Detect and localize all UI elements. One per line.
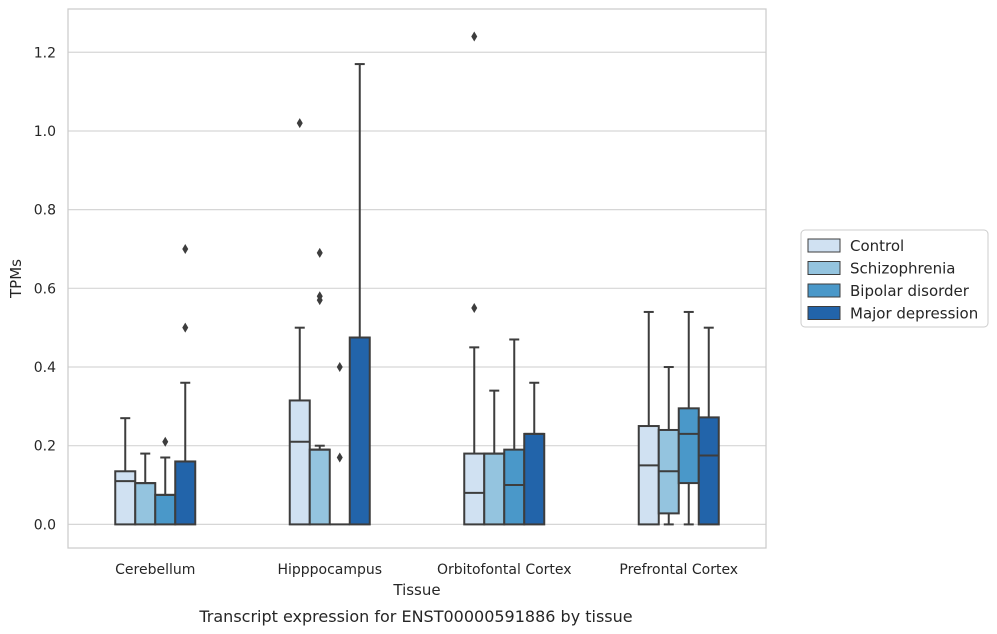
outlier-point [296,118,303,129]
y-tick-label: 0.2 [34,439,56,455]
legend-item: Control [807,237,904,255]
box-body [348,336,371,526]
y-tick-label: 0.6 [34,281,56,297]
legend-label: Schizophrenia [850,260,955,278]
x-axis-label: Tissue [392,581,440,599]
category-group [463,31,546,526]
box [288,118,311,526]
box-body [114,470,137,526]
outlier-point [336,452,343,463]
outlier-point [182,322,189,333]
box-body [697,416,720,526]
box [154,436,177,526]
y-axis-ticks: 0.0 0.2 0.4 0.6 0.8 1.0 1.2 [34,45,56,533]
box-body [503,448,526,526]
legend-swatch [807,261,841,275]
x-axis-ticks: Cerebellum Hipppocampus Orbitofontal Corte… [115,562,738,578]
y-tick-label: 1.0 [34,124,56,140]
outlier-point [162,436,169,447]
x-tick-label: Orbitofontal Cortex [437,562,572,578]
outlier-point [316,247,323,258]
x-tick-label: Prefrontal Cortex [619,562,738,578]
outlier-point [336,362,343,373]
x-tick-label: Cerebellum [115,562,195,578]
legend-item: Bipolar disorder [807,282,970,300]
box-body [308,448,331,526]
box [114,417,137,526]
box-body [523,432,546,526]
legend-swatch [807,238,841,253]
chart-caption: Transcript expression for ENST0000059188… [198,607,632,626]
outlier-point [316,291,323,302]
legend-label: Control [850,237,904,255]
box [308,247,331,526]
box [697,326,720,526]
plot-area [67,8,767,549]
box-body [154,493,177,526]
y-tick-label: 0.0 [34,517,56,533]
y-tick-label: 0.8 [34,203,56,219]
legend-swatch [807,306,841,320]
box [329,362,350,526]
box-groups [114,31,720,526]
legend: Control Schizophrenia Bipolar disorder Majo… [800,229,989,328]
box-body [134,482,157,526]
legend-label: Major depression [850,305,978,323]
outlier-point [471,31,478,42]
legend-item: Major depression [807,305,978,323]
box-body [483,452,506,526]
outlier-point [471,303,478,314]
box-body [174,460,197,526]
box [523,381,546,526]
legend-label: Bipolar disorder [850,282,970,300]
box-body [463,452,486,526]
box [463,31,486,526]
category-group [114,243,197,526]
outlier-point [182,243,189,254]
legend-frame [800,229,989,328]
box-body [637,425,660,526]
category-group [637,310,720,526]
box [174,243,197,526]
y-axis-label: TPMs [7,259,25,299]
box-body [677,407,700,485]
box [348,63,371,526]
box-body [288,399,311,526]
box [657,366,680,526]
box [677,310,700,526]
category-group [288,63,371,526]
y-tick-label: 1.2 [34,45,56,61]
x-tick-label: Hipppocampus [277,562,382,578]
y-tick-label: 0.4 [34,360,56,376]
legend-item: Schizophrenia [807,260,955,278]
legend-swatch [807,283,841,298]
